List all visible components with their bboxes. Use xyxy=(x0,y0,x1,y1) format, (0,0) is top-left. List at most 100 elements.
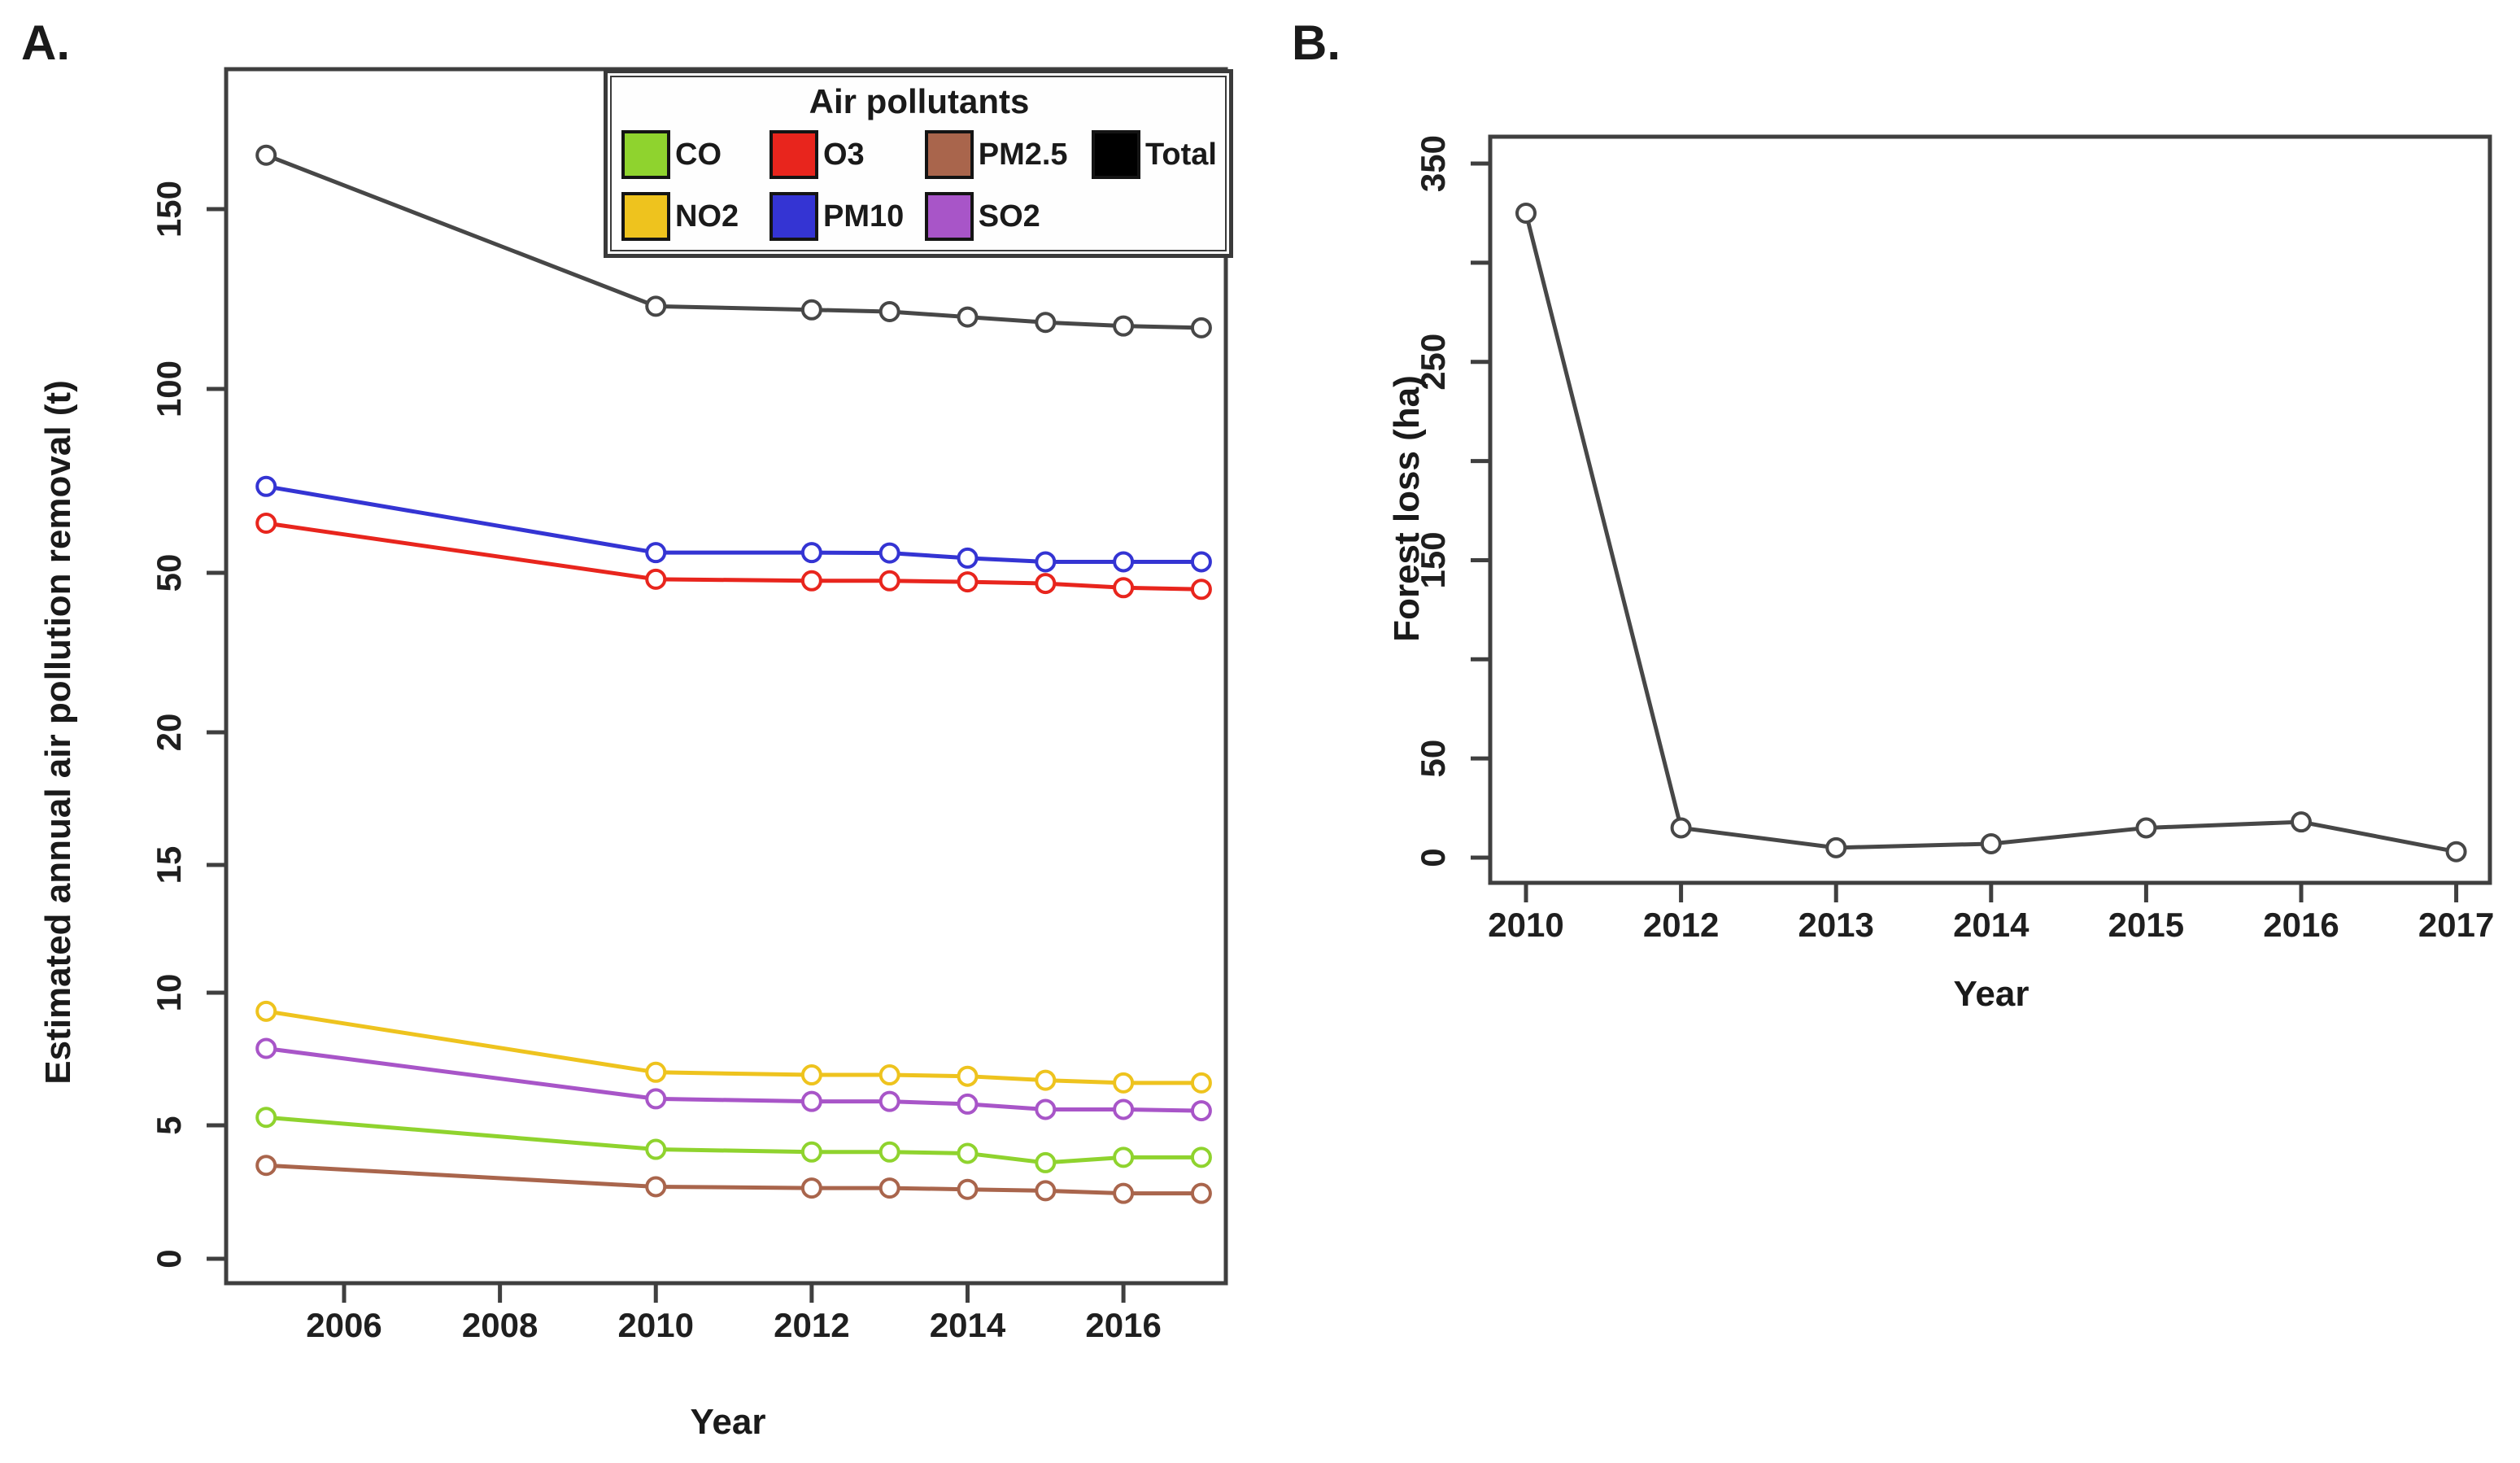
legend-swatch-pm10 xyxy=(770,192,818,241)
series-no2-line xyxy=(265,1009,1201,1085)
legend-column: Total xyxy=(1092,128,1217,243)
panel-b-y-axis-title: Forest loss (ha) xyxy=(1387,375,1427,642)
series-pm2-5-point xyxy=(1035,1180,1057,1202)
series-total-point xyxy=(255,144,277,166)
panel-a-x-tick-label: 2016 xyxy=(1085,1306,1161,1344)
series-so2-point xyxy=(1035,1098,1057,1120)
panel-b-letter: B. xyxy=(1292,15,1341,70)
legend-label: PM10 xyxy=(823,199,905,234)
series-pm2-5-point xyxy=(879,1177,900,1199)
legend-column: PM2.5 SO2 xyxy=(924,128,1092,243)
legend-label: NO2 xyxy=(675,199,739,234)
panel-b-x-tick-label: 2016 xyxy=(2263,906,2339,944)
panel-b-x-tick-label: 2015 xyxy=(2108,906,2184,944)
legend-border: Air pollutants CO NO2 O3 PM10 PM2.5 SO2 Total xyxy=(610,76,1227,251)
series-forest-loss-point xyxy=(1515,202,1537,224)
series-pm10-point xyxy=(1113,551,1135,573)
legend-item-co: CO xyxy=(621,128,770,181)
panel-b-x-tick-label: 2014 xyxy=(1953,906,2030,944)
panel-a-y-tick-label: 150 xyxy=(150,181,188,238)
series-pm2-5-point xyxy=(957,1178,979,1200)
panel-b-y-tick-label: 150 xyxy=(1414,531,1452,588)
panel-a-x-tick-label: 2014 xyxy=(930,1306,1006,1344)
series-pm10-point xyxy=(255,475,277,497)
panel-a-y-tick-label: 20 xyxy=(150,714,188,752)
series-co-point xyxy=(1113,1146,1135,1168)
series-so2-point xyxy=(800,1090,822,1112)
series-no2-point xyxy=(1113,1072,1135,1094)
legend-swatch-co xyxy=(621,130,670,179)
panel-a-y-tick-label: 10 xyxy=(150,974,188,1012)
legend-label: SO2 xyxy=(978,199,1040,234)
series-o3-point xyxy=(255,512,277,534)
panel-a-y-tick-label: 100 xyxy=(150,360,188,417)
panel-a-x-tick-label: 2010 xyxy=(618,1306,694,1344)
series-so2-line xyxy=(265,1046,1201,1113)
series-forest-loss-line xyxy=(1524,212,2457,854)
series-total-point xyxy=(957,306,979,328)
legend-label: Total xyxy=(1145,137,1217,172)
series-total-line xyxy=(265,153,1201,330)
legend-column: CO NO2 xyxy=(621,128,770,243)
series-pm2-5-point xyxy=(1190,1182,1212,1204)
panel-a-x-tick-label: 2012 xyxy=(774,1306,849,1344)
series-no2-point xyxy=(255,1000,277,1022)
panel-b-y-tick-label: 350 xyxy=(1414,135,1452,192)
panel-b-x-axis-title: Year xyxy=(1953,974,2030,1014)
panel-b-x-tick-label: 2017 xyxy=(2418,906,2494,944)
series-pm10-point xyxy=(1190,551,1212,573)
panel-a-y-tick-label: 0 xyxy=(150,1249,188,1268)
series-co-point xyxy=(800,1141,822,1163)
series-forest-loss-point xyxy=(1825,836,1847,858)
legend-item-so2: SO2 xyxy=(924,190,1092,243)
series-no2-point xyxy=(1190,1072,1212,1094)
series-no2-point xyxy=(645,1061,667,1083)
series-co-point xyxy=(255,1107,277,1129)
panel-b-y-tick-label: 250 xyxy=(1414,334,1452,391)
series-forest-loss-point xyxy=(2445,841,2467,863)
series-forest-loss-point xyxy=(2135,817,2157,839)
series-so2-point xyxy=(879,1090,900,1112)
panel-a-y-axis-title: Estimated annual air pollution removal (… xyxy=(38,380,78,1085)
series-forest-loss-point xyxy=(1670,817,1692,839)
series-forest-loss-point xyxy=(1980,832,2002,854)
series-total-point xyxy=(800,299,822,321)
legend-title: Air pollutants xyxy=(809,82,1030,120)
series-pm10-point xyxy=(957,547,979,569)
series-no2-point xyxy=(879,1064,900,1086)
series-so2-point xyxy=(255,1037,277,1059)
panel-b-y-tick-label: 0 xyxy=(1414,848,1452,867)
series-total-point xyxy=(645,295,667,317)
legend-label: PM2.5 xyxy=(978,137,1068,172)
series-total-point xyxy=(1035,312,1057,334)
series-no2-point xyxy=(1035,1069,1057,1091)
legend-items: CO NO2 O3 PM10 PM2.5 SO2 Total xyxy=(621,128,1217,243)
legend-swatch-so2 xyxy=(924,192,974,241)
series-co-point xyxy=(1035,1151,1057,1173)
series-pm10-point xyxy=(879,542,900,564)
panel-b-x-tick-label: 2010 xyxy=(1488,906,1563,944)
legend-swatch-no2 xyxy=(621,192,670,241)
series-pm10-point xyxy=(1035,551,1057,573)
series-pm2-5-point xyxy=(1113,1182,1135,1204)
panel-a-y-tick-label: 15 xyxy=(150,846,188,884)
legend-label: CO xyxy=(675,137,722,172)
series-so2-point xyxy=(645,1088,667,1110)
panel-a-x-axis-title: Year xyxy=(690,1402,766,1442)
series-pm10-point xyxy=(645,542,667,564)
panel-a-x-tick-label: 2006 xyxy=(306,1306,381,1344)
series-no2-point xyxy=(800,1064,822,1086)
series-o3-point xyxy=(1113,577,1135,599)
panel-a-y-tick-label: 5 xyxy=(150,1116,188,1134)
series-pm10-line xyxy=(265,484,1201,564)
series-total-point xyxy=(1190,317,1212,338)
panel-b-plot-box xyxy=(1488,134,2492,885)
series-o3-point xyxy=(879,570,900,592)
legend-label: O3 xyxy=(823,137,865,172)
series-co-point xyxy=(957,1142,979,1164)
series-total-point xyxy=(879,300,900,322)
series-co-point xyxy=(1190,1146,1212,1168)
series-o3-point xyxy=(800,570,822,592)
legend-swatch-pm2-5 xyxy=(924,130,974,179)
